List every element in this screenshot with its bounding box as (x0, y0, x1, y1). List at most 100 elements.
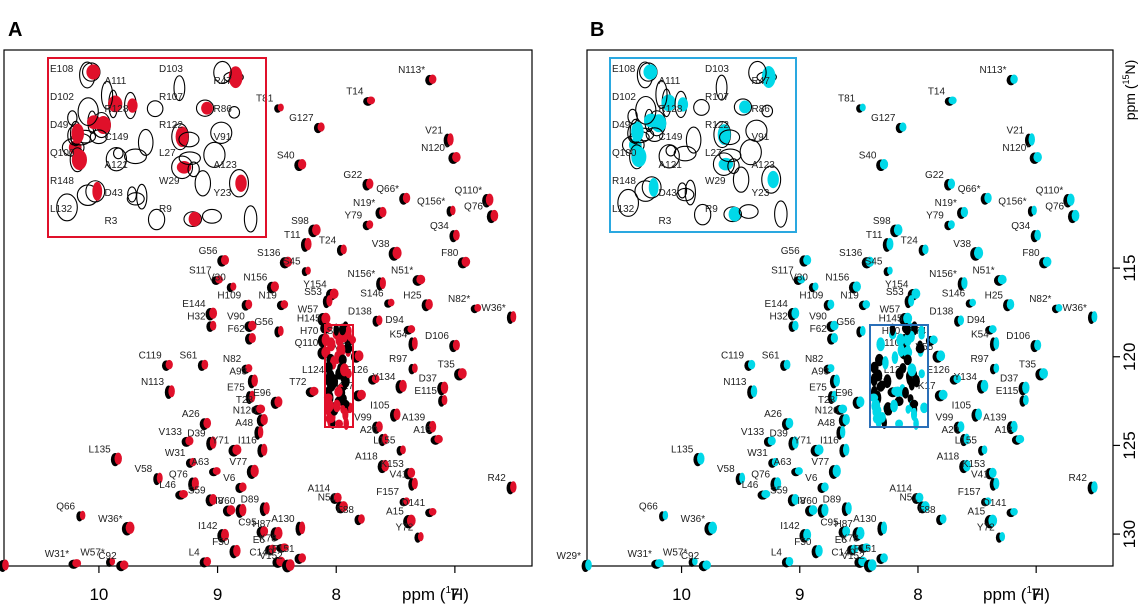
peak-label: S59 (188, 485, 206, 496)
peak-overlay (1055, 304, 1063, 312)
peak-overlay (356, 389, 366, 400)
peak-overlay (251, 374, 258, 387)
peak-overlay (114, 452, 122, 465)
peak-contour (715, 74, 728, 101)
peak-overlay (984, 192, 992, 204)
peak-overlay (457, 368, 467, 379)
inset-peak-label: L132 (50, 204, 73, 215)
peak-cluster (334, 386, 343, 398)
peak-label: N120 (815, 406, 839, 417)
peak-overlay (510, 311, 517, 323)
peak-overlay (739, 472, 746, 484)
peak-overlay (392, 246, 402, 260)
peak-overlay (830, 320, 839, 331)
peak-label: D106 (425, 331, 449, 342)
plot-frame (3, 49, 533, 567)
peak-label: C95 (238, 517, 257, 528)
peak-cluster (338, 323, 347, 336)
peak-label: I116 (820, 436, 839, 447)
peak-cluster (910, 407, 918, 422)
peak-overlay (393, 408, 401, 421)
peak-overlay (803, 254, 812, 266)
peak-overlay (263, 502, 270, 515)
peak-label: I105 (952, 400, 972, 411)
peak-label: D37 (1000, 374, 1019, 385)
panel-letter: B (590, 19, 604, 41)
peak-overlay (428, 74, 437, 84)
peak-label: G127 (289, 113, 314, 124)
peak-label: G56 (781, 246, 800, 257)
peak-label: V30 (790, 273, 808, 284)
peak-label: E6 (253, 535, 266, 546)
peak-label: F50 (794, 537, 812, 548)
peak-overlay (750, 385, 758, 398)
peak-label: N156 (825, 273, 849, 284)
peak-label: A26 (764, 409, 782, 420)
peak-overlay (1022, 395, 1029, 406)
peak-label: C95 (820, 517, 839, 528)
inset-peak-label: E108 (612, 64, 636, 75)
peak-overlay (245, 364, 253, 373)
peak-overlay (333, 492, 342, 503)
peak-contour (56, 193, 78, 222)
inset-peak-label: D102 (50, 92, 74, 103)
peak-cluster (905, 343, 911, 357)
peak-label: E75 (809, 383, 827, 394)
inset-peak-label: A111 (105, 76, 127, 87)
peak-overlay (450, 205, 456, 216)
peak-label: Q76 (169, 469, 188, 480)
peak-contour (146, 100, 164, 118)
peak-label: A118 (355, 452, 378, 463)
peak-label: D141 (401, 498, 425, 509)
peak-overlay (867, 559, 877, 571)
peak-overlay (185, 436, 194, 446)
peak-overlay (233, 544, 241, 557)
inset-box (609, 57, 797, 233)
peak-overlay (274, 396, 283, 408)
inset-peak-label: R47 (752, 76, 771, 87)
peak-label: G56 (199, 246, 218, 257)
peak-overlay (821, 503, 829, 517)
peak-label: Q34 (430, 221, 449, 232)
peak-overlay (270, 281, 279, 292)
peak-contour (723, 206, 743, 223)
peak-label: T72 (289, 377, 307, 388)
peak-cluster (335, 419, 344, 429)
x-tick-label: 7 (1031, 585, 1040, 604)
peak-overlay (767, 436, 776, 446)
peak-overlay (812, 282, 819, 291)
y-tick-label: 115 (1120, 255, 1139, 282)
peak-overlay (209, 436, 217, 449)
inset-peak-label: Y23 (214, 188, 232, 199)
y-tick-label: 120 (1120, 343, 1139, 371)
peak-cluster (326, 337, 336, 352)
peak-overlay (808, 505, 818, 515)
peak-overlay (988, 467, 997, 478)
peak-overlay (1006, 298, 1015, 310)
peak-label: L46 (159, 480, 176, 491)
peak-overlay (921, 501, 930, 512)
peak-cluster (325, 373, 332, 387)
peak-overlay (1028, 133, 1035, 146)
peak-overlay (850, 544, 859, 554)
peak-cluster (870, 373, 878, 387)
peak-label: D141 (983, 498, 1007, 509)
peak-label: T28 (236, 395, 254, 406)
peak-label: V90 (809, 312, 827, 323)
peak-overlay (119, 560, 129, 570)
peak-label: F151 (854, 544, 877, 555)
peak-label: L4 (189, 547, 201, 558)
peak-overlay (859, 325, 866, 336)
peak-label: G22 (343, 170, 362, 181)
peak-label: H32 (769, 312, 788, 323)
peak-overlay (767, 170, 779, 189)
peak-overlay (1010, 420, 1018, 433)
peak-label: N113* (979, 65, 1006, 76)
peak-overlay (441, 395, 448, 406)
inset-peak-label: D49 (612, 120, 631, 131)
peak-overlay (833, 374, 840, 387)
peak-overlay (260, 443, 268, 456)
peak-label: E144 (182, 299, 206, 310)
peak-label: W31* (45, 549, 70, 560)
peak-label: A139 (983, 413, 1007, 424)
